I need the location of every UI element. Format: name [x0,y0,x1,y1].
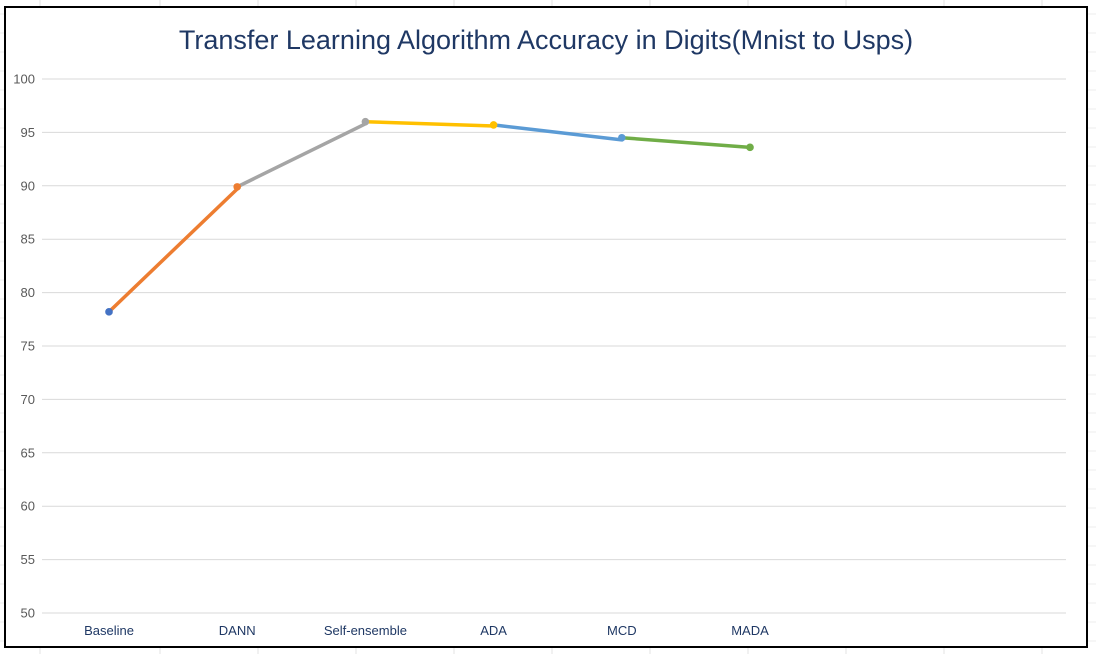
x-category-label: MCD [607,623,637,638]
data-point [746,143,754,152]
data-point [618,133,626,142]
y-tick-label: 85 [21,232,35,247]
data-point [489,121,498,129]
gridlines [42,78,1066,614]
x-category-label: ADA [480,623,507,638]
chart-title: Transfer Learning Algorithm Accuracy in … [179,25,913,55]
data-point [361,117,370,126]
x-category-label: Self-ensemble [324,623,407,638]
x-category-label: MADA [731,623,769,638]
x-category-label: Baseline [84,623,134,638]
chart-object[interactable] [4,6,1088,648]
y-tick-label: 80 [21,285,35,300]
y-tick-label: 95 [21,125,35,140]
y-tick-label: 100 [13,72,35,87]
y-tick-label: 65 [21,445,35,460]
y-tick-label: 50 [21,606,35,621]
series-segment [363,119,496,128]
y-tick-label: 90 [21,178,35,193]
y-axis-ticks: 50 55 60 65 70 75 80 85 90 95 100 [13,72,35,621]
x-category-label: DANN [219,623,256,638]
y-tick-label: 55 [21,552,35,567]
data-point [233,183,241,191]
y-tick-label: 60 [21,499,35,514]
series-segment [491,123,624,142]
y-tick-label: 75 [21,339,35,354]
series-segment [235,122,368,189]
series-segment [620,135,752,150]
y-tick-label: 70 [21,392,35,407]
series-points [105,117,754,316]
x-axis-categories: Baseline DANN Self-ensemble ADA MCD MADA [84,623,769,638]
series-segment [107,187,239,314]
series-line-segments [107,119,752,314]
data-point [105,308,113,316]
